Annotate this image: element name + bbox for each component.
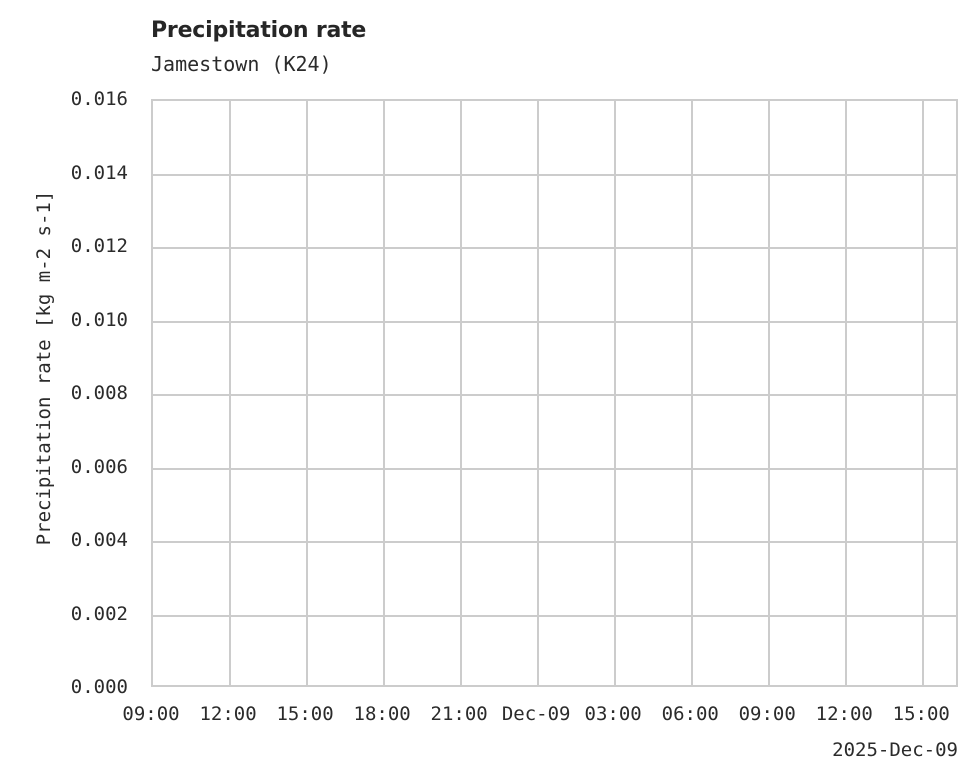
chart-subtitle: Jamestown (K24): [151, 52, 332, 76]
x-axis-tick-label: 21:00: [430, 703, 488, 725]
plot-area: [151, 99, 958, 687]
gridline-horizontal: [153, 394, 956, 396]
y-axis-tick-label: 0.014: [70, 161, 128, 184]
y-axis-tick-label: 0.004: [70, 529, 128, 551]
x-axis-tick-label: 09:00: [738, 703, 796, 725]
x-axis-tick-label: 15:00: [892, 703, 950, 725]
x-axis-tick-label: Dec-09: [501, 703, 571, 725]
gridline-vertical: [383, 101, 386, 685]
data-series-layer: [153, 101, 956, 685]
x-axis-offset-label: 2025-Dec-09: [832, 739, 958, 761]
x-axis-tick-label: 03:00: [584, 703, 642, 725]
gridline-vertical: [537, 101, 540, 685]
y-axis-tick-label: 0.006: [70, 455, 128, 478]
gridline-vertical: [845, 101, 848, 685]
gridline-vertical: [768, 101, 771, 685]
y-axis-tick-label: 0.012: [70, 235, 128, 257]
gridline-horizontal: [153, 467, 956, 470]
gridline-horizontal: [153, 614, 956, 617]
gridline-horizontal: [153, 541, 956, 543]
y-axis-tick-label: 0.000: [70, 676, 128, 698]
chart-title: Precipitation rate: [151, 18, 367, 43]
y-axis-tick-label: 0.008: [70, 382, 128, 404]
y-axis-tick-label: 0.010: [70, 308, 128, 331]
gridline-vertical: [691, 101, 694, 685]
y-axis-tick-label: 0.002: [70, 602, 128, 625]
gridline-vertical: [922, 101, 925, 685]
gridline-vertical: [614, 101, 617, 685]
x-axis-tick-label: 09:00: [122, 703, 180, 725]
gridline-horizontal: [153, 320, 956, 323]
y-axis-tick-labels: 0.016 0.014 0.012 0.010 0.008 0.006 0.004 0.002…: [8, 90, 128, 697]
x-axis-tick-labels: 09:00 12:00 15:00 18:00 21:00 Dec-09 03:00 06:0…: [122, 703, 958, 731]
x-axis-tick-label: 18:00: [353, 703, 411, 725]
gridline-vertical: [229, 101, 232, 685]
x-axis-tick-label: 12:00: [815, 703, 873, 725]
x-axis-tick-label: 15:00: [276, 703, 334, 725]
gridline-horizontal: [153, 247, 956, 249]
y-axis-tick-label: 0.016: [70, 88, 128, 110]
gridline-vertical: [460, 101, 463, 685]
x-axis-tick-label: 06:00: [661, 703, 719, 725]
gridline-horizontal: [153, 173, 956, 176]
x-axis-tick-label: 12:00: [199, 703, 257, 725]
gridline-vertical: [306, 101, 309, 685]
